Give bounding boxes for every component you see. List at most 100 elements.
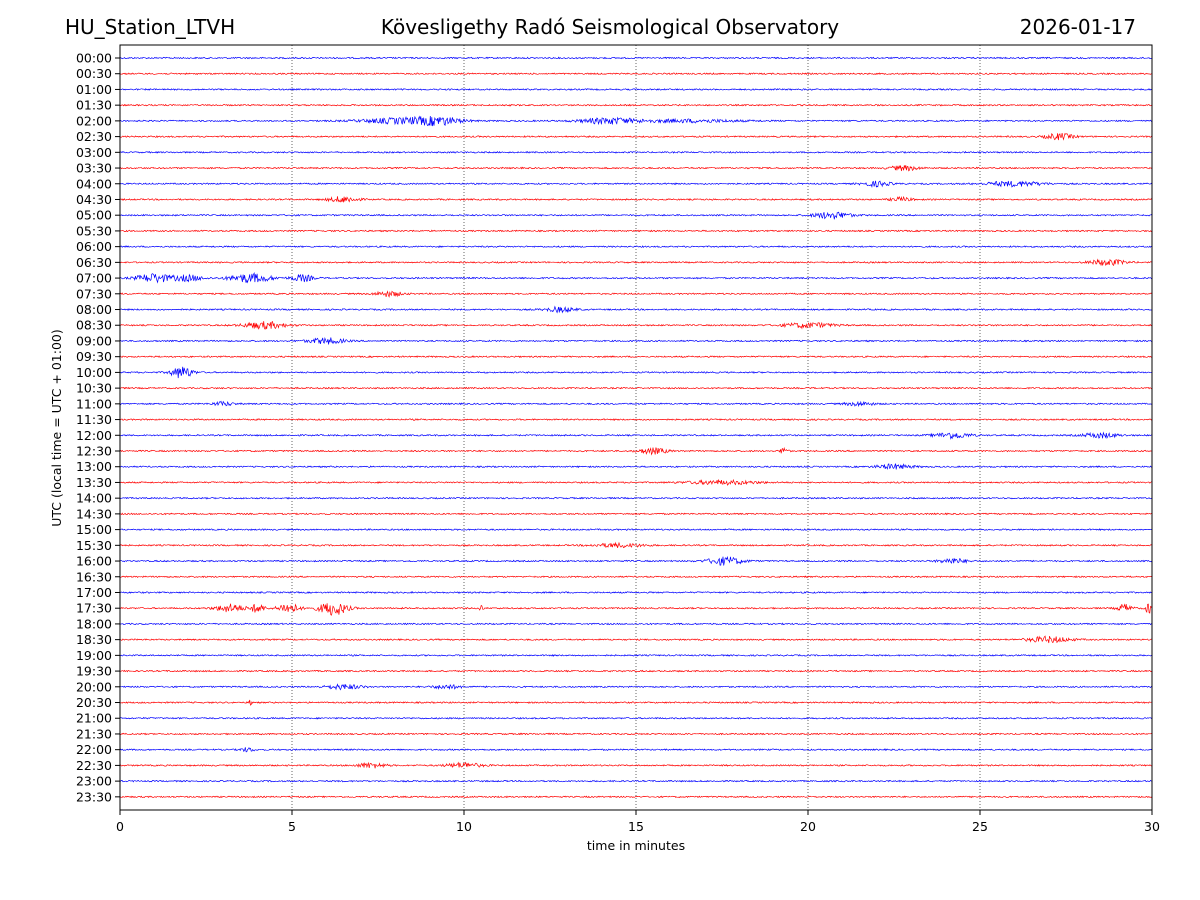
trace-0330	[119, 165, 1153, 172]
trace-0700	[119, 271, 1153, 284]
trace-1900	[119, 653, 1153, 657]
trace-0930	[119, 355, 1153, 359]
trace-0000	[119, 56, 1152, 60]
y-tick-label: 00:00	[76, 51, 112, 66]
trace-0130	[119, 103, 1153, 107]
trace-2000	[120, 683, 1153, 691]
y-tick-label: 14:00	[76, 491, 112, 506]
trace-1230	[119, 446, 1153, 456]
trace-2300	[119, 779, 1153, 783]
y-tick-label: 13:30	[76, 475, 112, 490]
trace-1930	[119, 669, 1153, 673]
x-tick-label: 0	[116, 819, 124, 834]
trace-1500	[119, 528, 1152, 532]
x-tick-label: 20	[800, 819, 816, 834]
y-tick-label: 13:00	[76, 459, 112, 474]
y-tick-label: 03:30	[76, 161, 112, 176]
y-tick-label: 18:30	[76, 632, 112, 647]
y-tick-label: 22:30	[76, 758, 112, 773]
trace-1400	[119, 496, 1153, 500]
trace-2330	[119, 795, 1153, 799]
trace-2030	[119, 699, 1153, 706]
y-tick-label: 15:30	[76, 538, 112, 553]
trace-0430	[119, 195, 1153, 203]
x-tick-label: 15	[628, 819, 644, 834]
trace-1130	[119, 418, 1153, 422]
y-tick-label: 06:00	[76, 239, 112, 254]
y-tick-label: 08:00	[76, 302, 112, 317]
y-tick-label: 07:00	[76, 271, 112, 286]
y-tick-label: 12:30	[76, 444, 112, 459]
trace-0300	[119, 150, 1153, 154]
trace-0530	[119, 229, 1153, 233]
trace-1730	[119, 603, 1153, 616]
trace-2230	[119, 761, 1152, 769]
y-tick-label: 15:00	[76, 522, 112, 537]
trace-0500	[119, 211, 1153, 220]
trace-1630	[120, 575, 1153, 579]
trace-0630	[119, 258, 1153, 267]
trace-1030	[119, 386, 1153, 390]
y-tick-label: 01:00	[76, 82, 112, 97]
trace-1000	[119, 366, 1153, 379]
trace-1300	[120, 463, 1153, 470]
x-tick-label: 30	[1144, 819, 1160, 834]
y-tick-label: 22:00	[76, 742, 112, 757]
y-tick-label: 23:00	[76, 774, 112, 789]
trace-1600	[119, 555, 1153, 566]
y-tick-label: 23:30	[76, 789, 112, 804]
y-tick-label: 11:30	[76, 412, 112, 427]
y-tick-label: 18:00	[76, 616, 112, 631]
y-tick-label: 09:00	[76, 333, 112, 348]
y-tick-label: 17:30	[76, 601, 112, 616]
trace-1200	[119, 431, 1153, 440]
y-tick-label: 16:00	[76, 554, 112, 569]
y-tick-label: 02:30	[76, 129, 112, 144]
trace-2200	[119, 746, 1153, 753]
trace-0600	[119, 245, 1153, 248]
y-tick-label: 12:00	[76, 428, 112, 443]
y-tick-label: 09:30	[76, 349, 112, 364]
y-tick-label: 10:30	[76, 381, 112, 396]
trace-0730	[119, 290, 1153, 298]
trace-1430	[119, 512, 1153, 516]
chart-title: Kövesligethy Radó Seismological Observat…	[380, 15, 840, 39]
y-tick-label: 05:00	[76, 208, 112, 223]
trace-0100	[119, 88, 1153, 91]
trace-2100	[119, 716, 1153, 720]
y-tick-label: 08:30	[76, 318, 112, 333]
y-tick-label: 14:30	[76, 506, 112, 521]
trace-1330	[119, 478, 1152, 486]
date-label: 2026-01-17	[1019, 15, 1136, 39]
y-tick-label: 10:00	[76, 365, 112, 380]
y-tick-label: 21:30	[76, 726, 112, 741]
y-tick-label: 19:00	[76, 648, 112, 663]
y-tick-label: 04:00	[76, 176, 112, 191]
station-label: HU_Station_LTVH	[65, 15, 236, 39]
y-tick-label: 04:30	[76, 192, 112, 207]
trace-1700	[119, 591, 1153, 594]
x-axis-label: time in minutes	[587, 838, 685, 853]
y-tick-label: 00:30	[76, 66, 112, 81]
y-tick-label: 20:30	[76, 695, 112, 710]
trace-0030	[119, 72, 1153, 76]
y-tick-label: 06:30	[76, 255, 112, 270]
trace-1800	[119, 622, 1153, 626]
y-tick-label: 07:30	[76, 286, 112, 301]
y-tick-label: 02:00	[76, 113, 112, 128]
x-tick-label: 5	[288, 819, 296, 834]
trace-0800	[119, 305, 1152, 314]
y-tick-label: 20:00	[76, 679, 112, 694]
y-tick-label: 19:30	[76, 664, 112, 679]
y-tick-label: 16:30	[76, 569, 112, 584]
trace-1830	[119, 635, 1153, 644]
trace-2130	[119, 732, 1153, 736]
trace-0400	[119, 180, 1153, 188]
y-axis-label: UTC (local time = UTC + 01:00)	[49, 329, 64, 527]
y-tick-label: 01:30	[76, 98, 112, 113]
x-tick-label: 25	[972, 819, 988, 834]
trace-0200	[119, 115, 1153, 127]
trace-0830	[119, 320, 1153, 330]
y-tick-label: 03:00	[76, 145, 112, 160]
